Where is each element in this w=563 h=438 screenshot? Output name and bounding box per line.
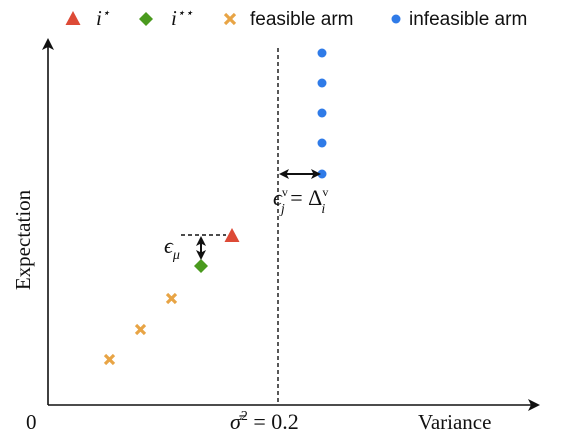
infeasible-arm-3 [317, 108, 327, 118]
legend-second-arm-label: i⋆⋆ [171, 5, 193, 30]
feasible-arms [103, 292, 178, 366]
infeasible-arm-2 [317, 78, 327, 88]
expectation-gap-label: ϵμ [164, 233, 180, 263]
best-arm-marker [224, 228, 240, 242]
legend-feasible-marker [223, 12, 237, 26]
feasible-arm-2 [134, 323, 147, 336]
legend-infeasible-label: infeasible arm [409, 9, 527, 30]
variance-gap-label: ϵv j = Δv i [273, 185, 328, 217]
infeasible-arm-4 [317, 138, 327, 148]
infeasible-arm-1 [317, 48, 327, 58]
second-arm-marker [194, 259, 208, 273]
infeasible-arms [317, 48, 327, 179]
legend-feasible-label: feasible arm [250, 9, 354, 30]
feasible-arm-1 [103, 353, 116, 366]
feasible-arm-3 [165, 292, 178, 305]
x-axis-label: Variance [418, 410, 491, 434]
legend-best-arm-label: i⋆ [96, 5, 110, 30]
origin-label: 0 [26, 410, 37, 434]
legend-best-arm-marker [65, 11, 81, 25]
legend-infeasible-marker [391, 14, 401, 24]
variance-threshold-label: σ̄2 = 0.2 [230, 409, 299, 434]
legend: i⋆ i⋆⋆ feasible arm infeasible arm [65, 5, 527, 30]
y-axis-label: Expectation [11, 189, 35, 290]
legend-second-arm-marker [139, 12, 153, 26]
